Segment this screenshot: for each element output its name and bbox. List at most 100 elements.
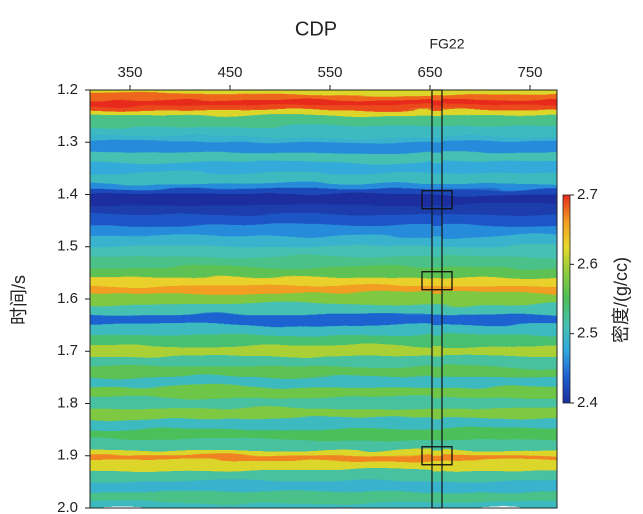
density-band (90, 235, 557, 248)
highlight-box (421, 446, 453, 466)
well-sample (432, 110, 442, 117)
x-tick-label: 550 (317, 64, 342, 81)
density-band (90, 366, 557, 378)
well-sample (432, 163, 442, 174)
well-sample (432, 126, 442, 138)
well-sample (432, 440, 442, 451)
well-sample (432, 95, 442, 101)
colorbar-tick-label: 2.5 (577, 325, 598, 342)
y-tick-label: 1.2 (57, 81, 78, 98)
y-tick-label: 1.6 (57, 290, 78, 307)
density-band (90, 502, 557, 508)
density-band (90, 470, 557, 483)
density-band (90, 90, 557, 96)
well-sample (432, 293, 442, 305)
well-sample (432, 346, 442, 357)
density-band (90, 481, 557, 493)
well-sample (432, 460, 442, 472)
colorbar (562, 194, 571, 404)
density-band (90, 345, 557, 357)
density-band (90, 397, 557, 410)
well-sample (432, 194, 442, 206)
x-tick-label: 750 (517, 64, 542, 81)
well-sample (432, 325, 442, 336)
well-sample (432, 429, 442, 441)
well-sample (432, 471, 442, 483)
x-axis-title: CDP (295, 18, 337, 40)
well-sample (432, 377, 442, 389)
density-band (90, 162, 557, 175)
y-tick-label: 1.8 (57, 394, 78, 411)
density-band (90, 450, 557, 457)
density-band (90, 188, 557, 195)
well-sample (432, 100, 442, 106)
well-sample (432, 387, 442, 399)
colorbar-tick-label: 2.6 (577, 255, 598, 272)
well-sample (432, 173, 442, 185)
well-sample (432, 105, 442, 112)
density-band (90, 418, 557, 431)
well-sample (432, 398, 442, 410)
colorbar-tick-label: 2.4 (577, 394, 598, 411)
well-sample (432, 257, 442, 268)
y-tick-label: 1.7 (57, 342, 78, 359)
density-band (90, 491, 557, 504)
x-tick-label: 650 (417, 64, 442, 81)
density-band (90, 324, 557, 337)
y-tick-label: 1.3 (57, 133, 78, 150)
density-band (90, 204, 557, 216)
density-band (90, 110, 557, 117)
density-band (90, 152, 557, 164)
well-sample (432, 215, 442, 227)
well-sample (432, 278, 442, 287)
colorbar-tick-label: 2.7 (577, 186, 598, 203)
well-sample (432, 492, 442, 504)
well-sample (432, 90, 442, 96)
well-sample (432, 267, 442, 279)
density-band (90, 126, 557, 138)
density-band (90, 105, 557, 112)
density-band (90, 293, 557, 305)
well-sample (432, 236, 442, 248)
density-band (90, 94, 557, 101)
density-band (90, 429, 557, 441)
well-sample (432, 408, 442, 420)
well-label: FG22 (429, 36, 464, 52)
density-band (90, 439, 557, 452)
y-tick-label: 1.9 (57, 447, 78, 464)
well-sample (432, 366, 442, 378)
density-band (90, 214, 557, 227)
density-band (90, 303, 557, 316)
density-band (90, 183, 557, 190)
density-band (90, 141, 557, 154)
highlight-box (421, 190, 453, 210)
colorbar-title: 密度/(g/cc) (611, 257, 631, 343)
density-band (90, 173, 557, 185)
well-sample (432, 137, 442, 143)
highlight-box (421, 271, 453, 291)
field (90, 90, 557, 508)
well-sample (432, 152, 442, 164)
well-sample (432, 246, 442, 258)
well-sample (432, 204, 442, 216)
y-tick-label: 1.5 (57, 238, 78, 255)
density-band (90, 136, 557, 143)
well-sample (432, 502, 442, 509)
density-band (90, 314, 557, 326)
well-sample (432, 335, 442, 347)
density-band (90, 115, 557, 128)
x-tick-label: 450 (217, 64, 242, 81)
well-sample (432, 189, 442, 195)
density-band (90, 335, 557, 347)
density-band (90, 99, 557, 107)
density-band (90, 460, 557, 472)
well-sample (432, 450, 442, 457)
well-sample (432, 455, 442, 462)
density-band (90, 246, 557, 258)
well-sample (432, 116, 442, 127)
y-tick-label: 2.0 (57, 499, 78, 514)
density-band (90, 376, 557, 389)
well-sample (432, 356, 442, 368)
y-axis-title: 时间/s (9, 275, 29, 325)
